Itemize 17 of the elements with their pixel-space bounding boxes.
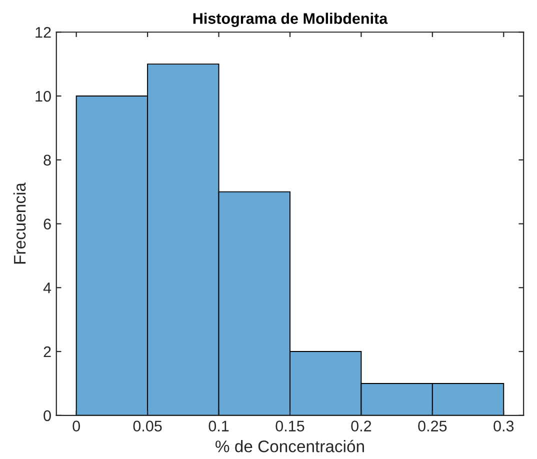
y-tick-label: 10: [36, 90, 51, 102]
y-tick-label: 6: [44, 218, 51, 230]
y-tick-label: 0: [44, 410, 51, 422]
y-tick-label: 2: [44, 346, 51, 358]
x-tick-label: 0.25: [418, 420, 447, 432]
y-tick-label: 8: [44, 154, 51, 166]
y-axis-title: Frecuencia: [13, 182, 26, 264]
x-tick-label: 0.15: [276, 420, 304, 432]
x-tick-label: 0.2: [351, 420, 372, 432]
y-tick-label: 4: [43, 282, 52, 294]
x-tick-label: 0: [72, 420, 80, 432]
x-axis-title: % de Concentración: [216, 440, 364, 452]
x-tick-label: 0.1: [208, 420, 229, 432]
y-tick-label: 12: [36, 27, 51, 38]
chart-title: Histograma de Molibdenita: [193, 12, 388, 28]
x-tick-label: 0.3: [494, 420, 514, 432]
x-tick-label: 0.05: [133, 420, 162, 432]
